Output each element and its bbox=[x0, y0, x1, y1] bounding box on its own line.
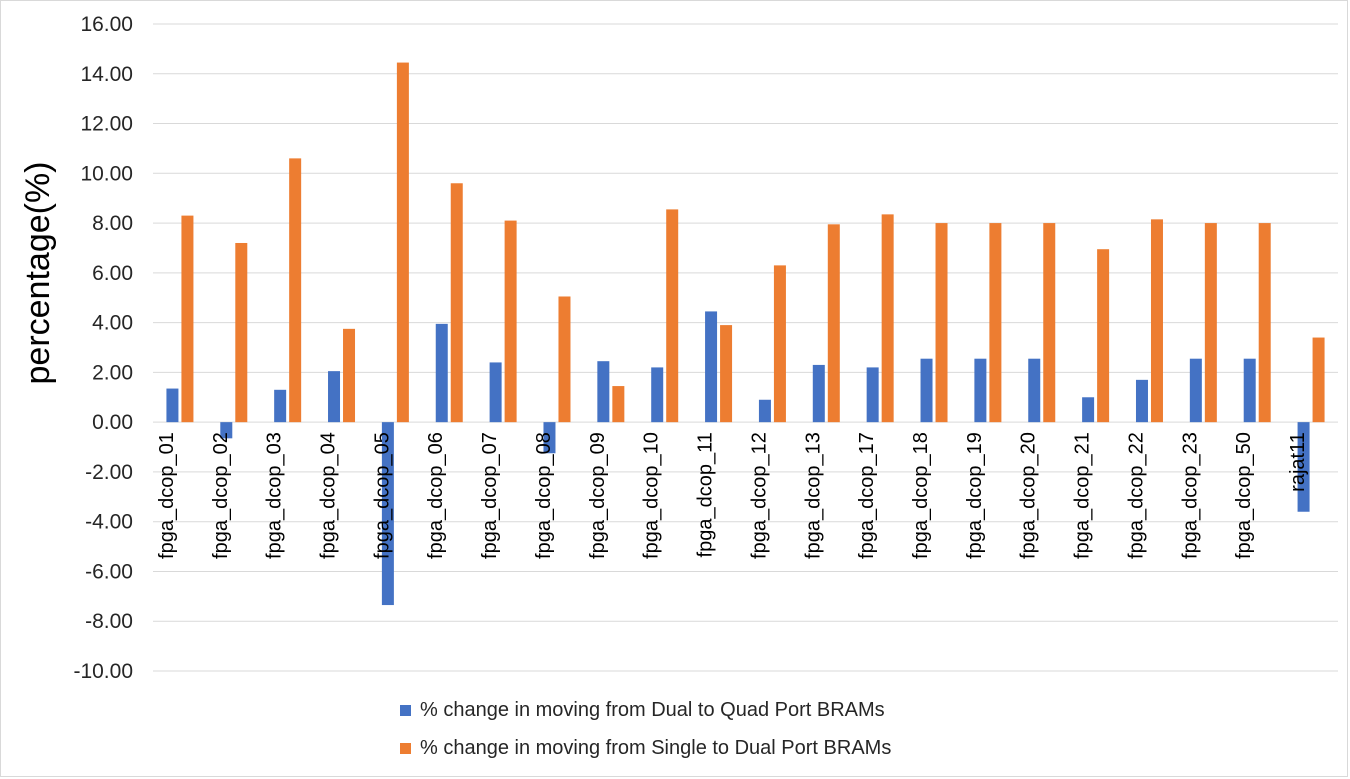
bar-dual-to-quad bbox=[381, 422, 394, 606]
bar-single-to-dual bbox=[666, 209, 679, 423]
bar-single-to-dual bbox=[773, 265, 786, 423]
category-label: fpga_dcop_07 bbox=[479, 432, 501, 559]
legend-swatch bbox=[400, 743, 411, 754]
category-labels: fpga_dcop_01 fpga_dcop_02 fpga_dcop_03 fpga… bbox=[156, 432, 1309, 559]
bar-single-to-dual bbox=[289, 158, 302, 423]
bar-single-to-dual bbox=[720, 325, 733, 423]
category-label: fpga_dcop_22 bbox=[1125, 432, 1147, 559]
bar-single-to-dual bbox=[1258, 223, 1271, 423]
category-label: fpga_dcop_13 bbox=[802, 432, 824, 559]
bar-single-to-dual bbox=[558, 296, 571, 423]
y-tick-label: 8.00 bbox=[92, 212, 133, 235]
legend: % change in moving from Dual to Quad Por… bbox=[400, 699, 891, 759]
bar-dual-to-quad bbox=[597, 361, 610, 423]
category-label: fpga_dcop_08 bbox=[533, 432, 555, 559]
category-label: fpga_dcop_02 bbox=[210, 432, 232, 559]
category-label: fpga_dcop_20 bbox=[1018, 432, 1040, 559]
category-label: fpga_dcop_17 bbox=[856, 432, 878, 559]
bar-single-to-dual bbox=[1097, 249, 1110, 423]
bar-dual-to-quad bbox=[1189, 358, 1202, 423]
bar-single-to-dual bbox=[935, 223, 948, 423]
bar-single-to-dual bbox=[504, 220, 517, 423]
bar-single-to-dual bbox=[235, 242, 248, 423]
category-label: fpga_dcop_12 bbox=[748, 432, 770, 559]
bar-dual-to-quad bbox=[1135, 379, 1148, 423]
bar-dual-to-quad bbox=[812, 364, 825, 423]
category-label: fpga_dcop_19 bbox=[964, 432, 986, 559]
bar-dual-to-quad bbox=[1297, 422, 1310, 512]
bar-single-to-dual bbox=[1312, 337, 1325, 423]
y-tick-label: -2.00 bbox=[85, 461, 133, 484]
bar-dual-to-quad bbox=[974, 358, 987, 423]
bar-single-to-dual bbox=[396, 62, 409, 423]
bar-dual-to-quad bbox=[1028, 358, 1041, 423]
bar-single-to-dual bbox=[989, 223, 1002, 423]
bar-dual-to-quad bbox=[274, 389, 287, 423]
bar-dual-to-quad bbox=[1082, 397, 1095, 423]
bar-single-to-dual bbox=[343, 328, 356, 423]
legend-entry: % change in moving from Single to Dual P… bbox=[420, 737, 891, 759]
category-label: fpga_dcop_23 bbox=[1179, 432, 1201, 559]
y-tick-label: -6.00 bbox=[85, 560, 133, 583]
bar-dual-to-quad bbox=[758, 399, 771, 423]
legend-entry: % change in moving from Dual to Quad Por… bbox=[420, 699, 885, 721]
bar-dual-to-quad bbox=[866, 367, 879, 423]
y-tick-label: -8.00 bbox=[85, 610, 133, 633]
bar-single-to-dual bbox=[1043, 223, 1056, 423]
bar-single-to-dual bbox=[450, 183, 463, 423]
bar-single-to-dual bbox=[881, 214, 894, 423]
category-label: fpga_dcop_04 bbox=[318, 432, 340, 559]
bar-dual-to-quad bbox=[543, 422, 556, 454]
bar-dual-to-quad bbox=[705, 311, 718, 423]
y-tick-label: 2.00 bbox=[92, 361, 133, 384]
bar-dual-to-quad bbox=[651, 367, 664, 423]
category-label: fpga_dcop_50 bbox=[1233, 432, 1255, 559]
bar-single-to-dual bbox=[827, 224, 840, 423]
y-tick-label: 6.00 bbox=[92, 262, 133, 285]
bar-dual-to-quad bbox=[920, 358, 933, 423]
y-tick-label: 12.00 bbox=[80, 113, 133, 136]
bar-dual-to-quad bbox=[1243, 358, 1256, 423]
y-tick-label: 4.00 bbox=[92, 312, 133, 335]
y-tick-label: -4.00 bbox=[85, 511, 133, 534]
category-label: fpga_dcop_10 bbox=[641, 432, 663, 559]
bar-single-to-dual bbox=[1204, 223, 1217, 423]
y-tick-label: 14.00 bbox=[80, 63, 133, 86]
bar-single-to-dual bbox=[1150, 219, 1163, 423]
category-label: fpga_dcop_01 bbox=[156, 432, 178, 559]
category-label: fpga_dcop_05 bbox=[371, 432, 393, 559]
bar-single-to-dual bbox=[181, 215, 194, 423]
y-tick-label: 0.00 bbox=[92, 411, 133, 434]
bars bbox=[166, 62, 1325, 606]
y-tick-label: 16.00 bbox=[80, 13, 133, 36]
legend-swatch bbox=[400, 705, 411, 716]
bar-single-to-dual bbox=[612, 386, 625, 423]
category-label: fpga_dcop_06 bbox=[425, 432, 447, 559]
bar-dual-to-quad bbox=[166, 388, 179, 423]
category-label: fpga_dcop_09 bbox=[587, 432, 609, 559]
category-label: fpga_dcop_21 bbox=[1072, 432, 1094, 559]
bar-dual-to-quad bbox=[328, 371, 341, 423]
bar-dual-to-quad bbox=[220, 422, 233, 439]
y-tick-label: -10.00 bbox=[73, 660, 133, 683]
y-axis-label: percentage(%) bbox=[19, 161, 57, 384]
bar-dual-to-quad bbox=[489, 362, 502, 423]
y-tick-labels: -10.00 -8.00 -6.00 -4.00 -2.00 0.00 2.00 4.00 6.… bbox=[73, 13, 133, 683]
y-tick-label: 10.00 bbox=[80, 162, 133, 185]
category-label: rajat11 bbox=[1287, 432, 1309, 492]
category-label: fpga_dcop_18 bbox=[910, 432, 932, 559]
bar-dual-to-quad bbox=[435, 323, 448, 423]
category-label: fpga_dcop_03 bbox=[264, 432, 286, 559]
category-label: fpga_dcop_11 bbox=[695, 432, 717, 557]
